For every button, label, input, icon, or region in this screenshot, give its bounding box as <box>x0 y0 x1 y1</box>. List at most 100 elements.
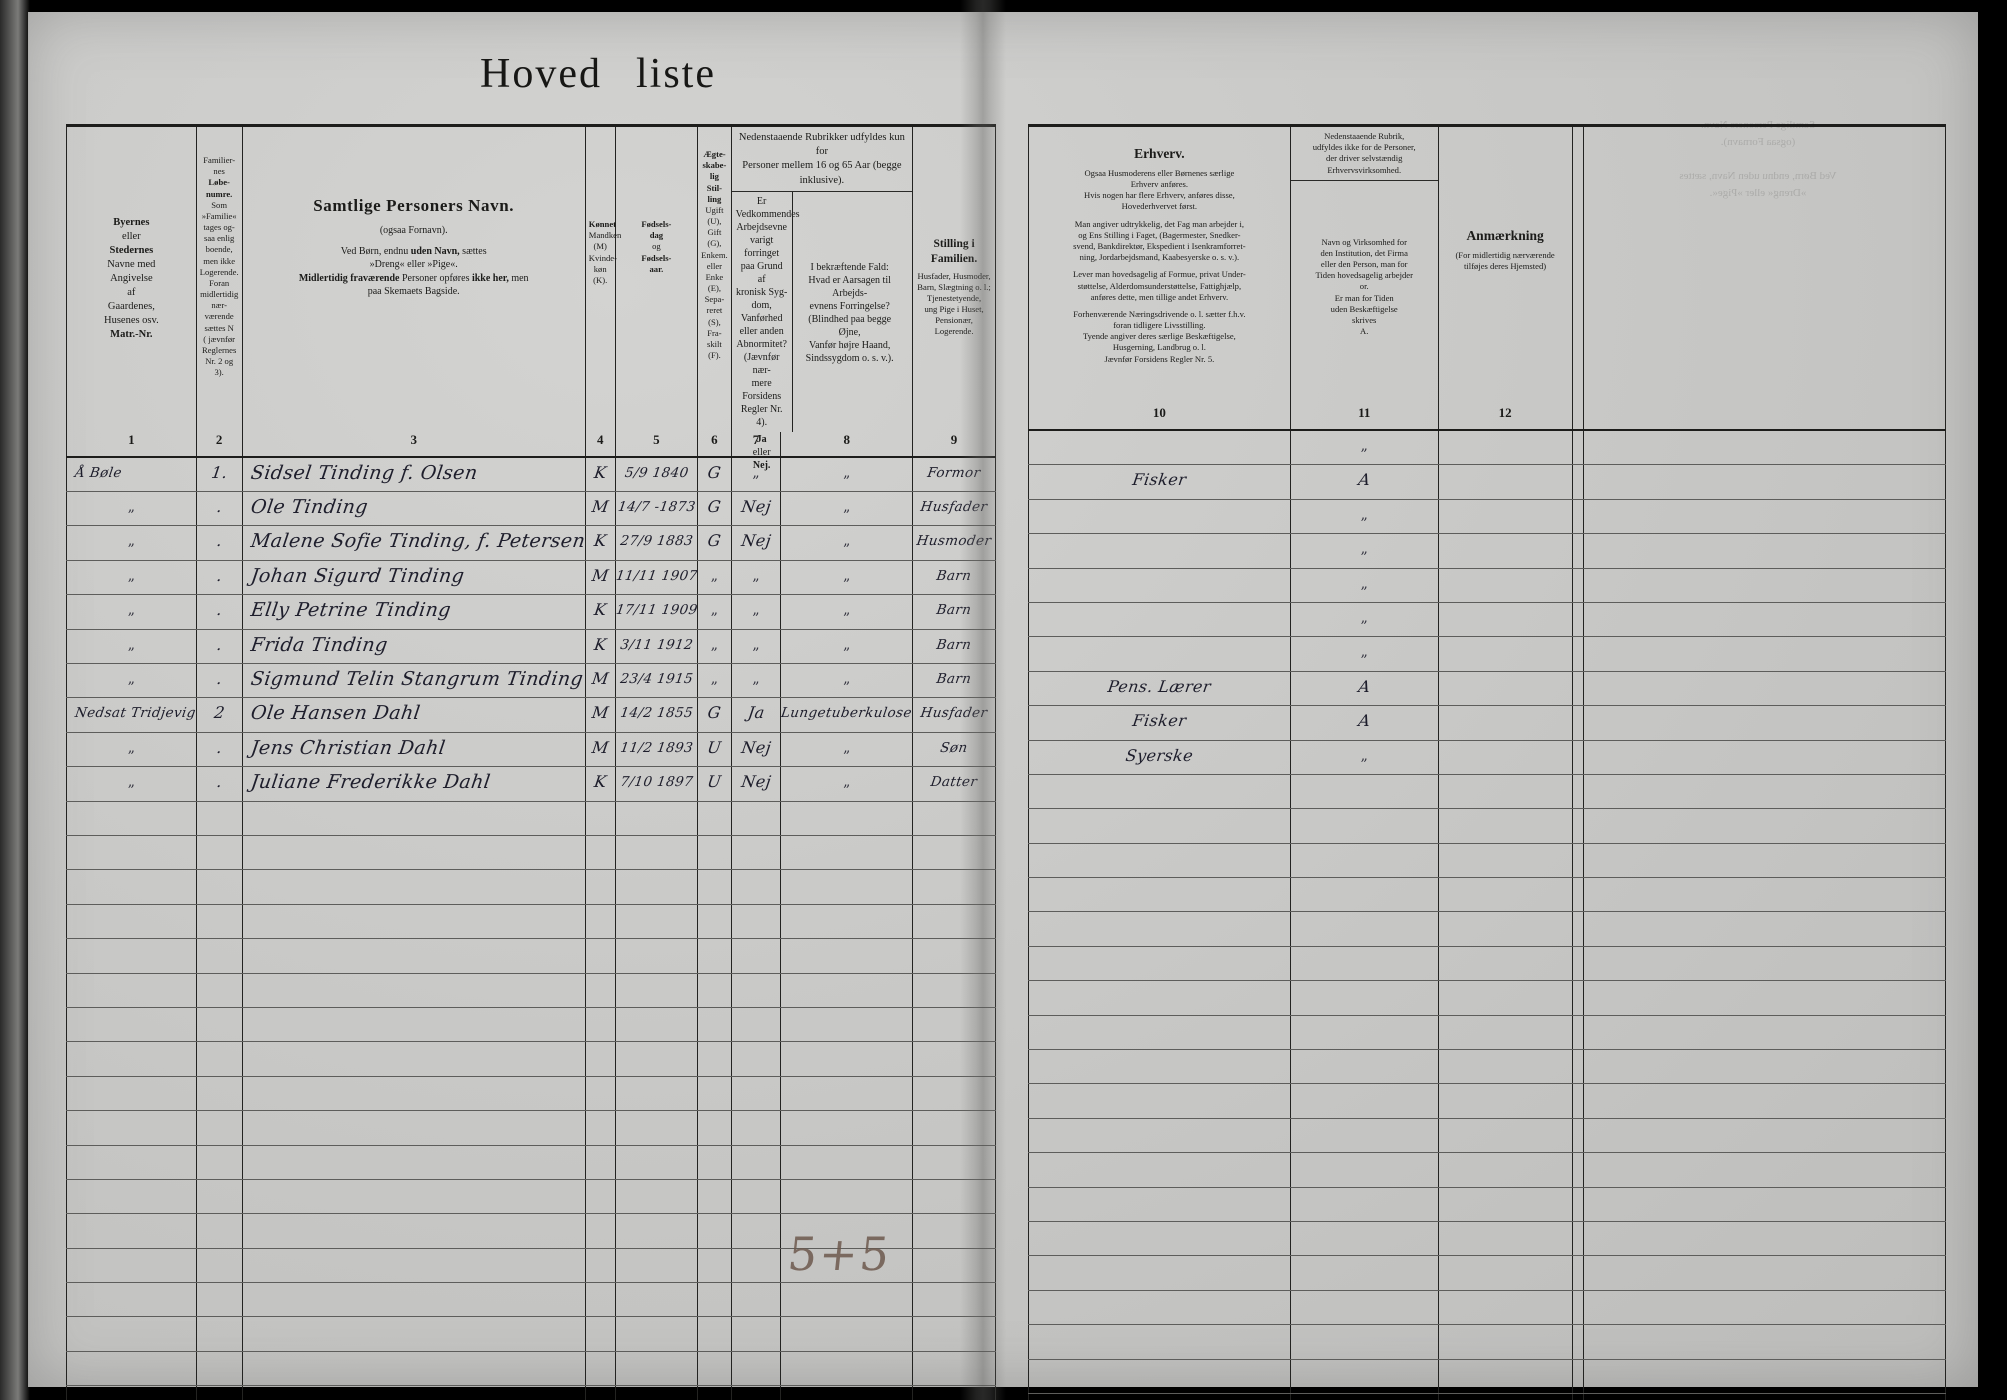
cell-birthdate[interactable]: 5/9 1840 <box>614 456 699 493</box>
cell-empty[interactable] <box>614 1316 699 1352</box>
cell-family-position[interactable]: Husmoder <box>912 525 996 561</box>
cell-empty[interactable] <box>1437 1015 1573 1051</box>
cell-empty[interactable] <box>730 869 782 905</box>
cell-birthdate[interactable]: 14/2 1855 <box>614 697 699 733</box>
cell-work-capacity[interactable]: Nej <box>730 491 782 527</box>
table-row-empty[interactable] <box>1028 980 1946 1016</box>
cell-empty[interactable] <box>730 973 782 1008</box>
cell-empty[interactable] <box>1437 1324 1573 1360</box>
table-row-empty[interactable] <box>66 801 996 836</box>
cell-family-position[interactable]: Søn <box>912 732 996 768</box>
cell-empty[interactable] <box>697 1385 732 1400</box>
cell-empty[interactable] <box>614 1351 699 1387</box>
cell-empty[interactable] <box>1289 911 1439 947</box>
cell-empty[interactable] <box>195 1041 243 1077</box>
cell-empty[interactable] <box>195 1351 243 1387</box>
cell-sex[interactable]: K <box>584 629 616 665</box>
cell-empty[interactable] <box>1028 1324 1291 1360</box>
cell-blank-right[interactable] <box>1583 568 1946 603</box>
cell-disability-cause[interactable]: „ <box>780 491 914 527</box>
cell-sex[interactable]: K <box>584 594 616 630</box>
cell-empty[interactable] <box>697 1179 732 1215</box>
cell-empty[interactable] <box>614 801 699 836</box>
cell-empty[interactable] <box>1437 1118 1573 1154</box>
table-row-empty[interactable] <box>66 1351 996 1387</box>
table-row[interactable]: „ <box>1028 430 1946 466</box>
cell-family-number[interactable]: 2 <box>195 697 243 733</box>
cell-marital-status[interactable]: U <box>697 732 732 768</box>
cell-empty[interactable] <box>195 1213 243 1249</box>
table-row-empty[interactable] <box>66 973 996 1008</box>
cell-empty[interactable] <box>1437 1049 1573 1085</box>
cell-empty[interactable] <box>912 1316 996 1352</box>
table-row[interactable]: Fisker A <box>1028 464 1946 500</box>
cell-work-capacity[interactable]: Nej <box>730 732 782 768</box>
table-row[interactable]: Syerske „ <box>1028 740 1946 775</box>
cell-empty[interactable] <box>912 1179 996 1215</box>
cell-empty[interactable] <box>780 973 914 1008</box>
cell-empty[interactable] <box>780 869 914 905</box>
table-row-empty[interactable] <box>1028 1393 1946 1400</box>
cell-empty[interactable] <box>584 904 616 940</box>
table-row-empty[interactable] <box>1028 1255 1946 1291</box>
cell-empty[interactable] <box>1289 946 1439 982</box>
cell-work-capacity[interactable]: Nej <box>730 525 782 561</box>
cell-empty[interactable] <box>195 1076 243 1112</box>
cell-remark[interactable] <box>1437 671 1573 707</box>
cell-empty[interactable] <box>195 1282 243 1318</box>
table-row-empty[interactable] <box>1028 1187 1946 1222</box>
table-row[interactable]: „. Jens Christian Dahl M 11/2 1893 U Nej „ Søn <box>66 732 996 768</box>
cell-empty[interactable] <box>730 1076 782 1112</box>
table-row-empty[interactable] <box>1028 946 1946 982</box>
cell-sex[interactable]: M <box>584 663 616 699</box>
table-row-empty[interactable] <box>1028 1049 1946 1085</box>
cell-disability-cause[interactable]: „ <box>780 629 914 665</box>
table-row[interactable]: Å Bøle 1. Sidsel Tinding f. Olsen K 5/9 1840… <box>66 456 996 493</box>
cell-empty[interactable] <box>584 973 616 1008</box>
cell-empty[interactable] <box>241 1248 586 1284</box>
cell-person-name[interactable]: Ole Tinding <box>241 491 586 527</box>
cell-blank-right[interactable] <box>1583 430 1946 466</box>
cell-remark[interactable] <box>1437 636 1573 672</box>
cell-place-matrnr[interactable]: „ <box>66 629 197 665</box>
cell-empty[interactable] <box>66 1351 197 1387</box>
cell-empty[interactable] <box>195 973 243 1008</box>
cell-empty[interactable] <box>241 1007 586 1043</box>
cell-empty[interactable] <box>780 1385 914 1400</box>
cell-empty[interactable] <box>780 835 914 871</box>
cell-employer[interactable]: „ <box>1289 533 1439 569</box>
table-row[interactable]: „ <box>1028 602 1946 638</box>
cell-empty[interactable] <box>1289 877 1439 913</box>
cell-empty[interactable] <box>1028 1290 1291 1326</box>
cell-empty[interactable] <box>1583 946 1946 982</box>
cell-employer[interactable]: „ <box>1289 602 1439 638</box>
cell-place-matrnr[interactable]: „ <box>66 766 197 802</box>
cell-empty[interactable] <box>584 1282 616 1318</box>
cell-disability-cause[interactable]: „ <box>780 732 914 768</box>
cell-disability-cause[interactable]: „ <box>780 594 914 630</box>
cell-empty[interactable] <box>1437 1083 1573 1119</box>
cell-disability-cause[interactable]: „ <box>780 766 914 802</box>
cell-empty[interactable] <box>1583 774 1946 810</box>
table-row-empty[interactable] <box>66 1316 996 1352</box>
cell-empty[interactable] <box>584 1145 616 1180</box>
cell-family-number[interactable]: . <box>195 594 243 630</box>
cell-empty[interactable] <box>614 1179 699 1215</box>
cell-empty[interactable] <box>66 801 197 836</box>
cell-empty[interactable] <box>1028 1359 1291 1394</box>
cell-empty[interactable] <box>780 904 914 940</box>
cell-empty[interactable] <box>241 1041 586 1077</box>
cell-empty[interactable] <box>912 1282 996 1318</box>
cell-empty[interactable] <box>912 1110 996 1146</box>
cell-empty[interactable] <box>780 1213 914 1249</box>
cell-empty[interactable] <box>912 1076 996 1112</box>
cell-empty[interactable] <box>912 1007 996 1043</box>
cell-empty[interactable] <box>697 1282 732 1318</box>
table-row-empty[interactable] <box>1028 1118 1946 1154</box>
cell-empty[interactable] <box>697 1248 732 1284</box>
cell-empty[interactable] <box>66 1385 197 1400</box>
cell-family-number[interactable]: 1. <box>195 456 243 493</box>
table-row-empty[interactable] <box>1028 774 1946 810</box>
cell-empty[interactable] <box>697 869 732 905</box>
cell-family-position[interactable]: Barn <box>912 629 996 665</box>
